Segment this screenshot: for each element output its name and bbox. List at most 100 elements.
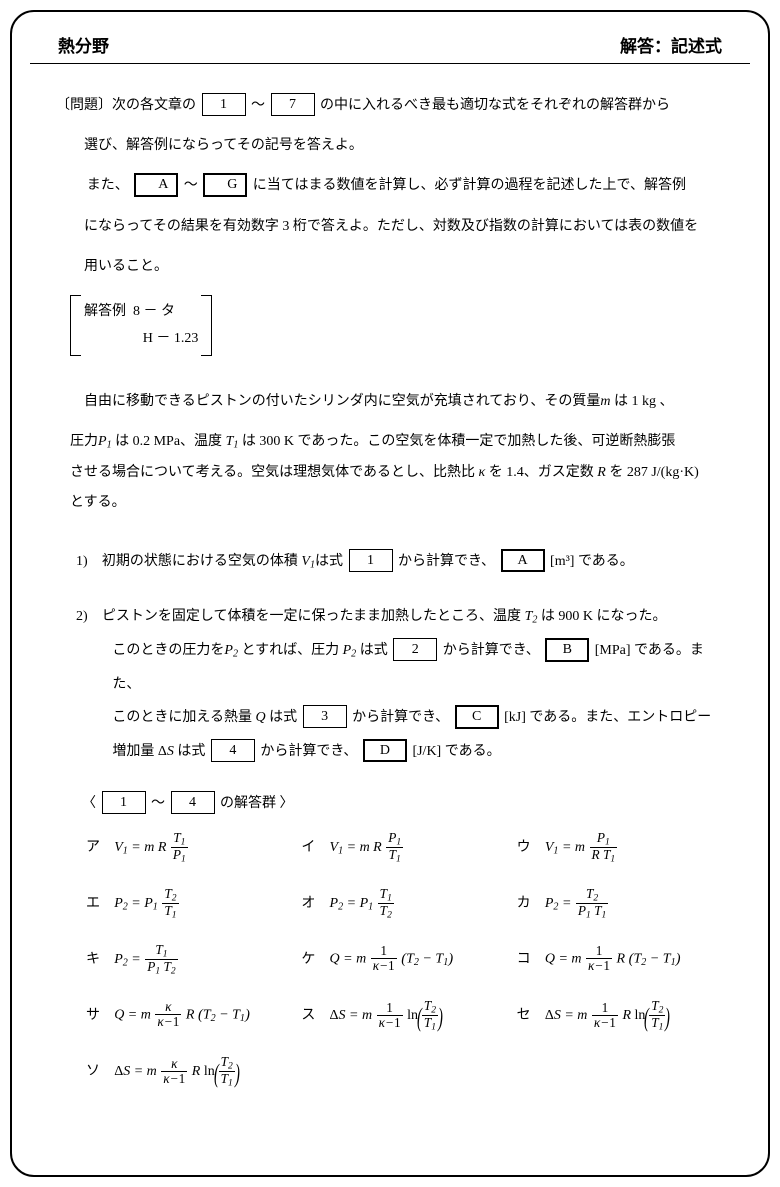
blank-box-G: G (203, 173, 247, 197)
text: は 0.2 MPa、温度 (112, 434, 226, 449)
text: にならってその結果を有効数字 3 桁で答えよ。ただし、対数及び指数の計算において… (84, 219, 698, 234)
example-value-1: 8 － タ (133, 304, 175, 319)
formula: ΔS = m 1κ−1 R ln(T2T1) (545, 999, 669, 1033)
choice-se: セ ΔS = m 1κ−1 R ln(T2T1) (517, 995, 724, 1037)
var-P2b: P2 (343, 643, 357, 658)
text: 選び、解答例にならってその記号を答えよ。 (84, 138, 363, 153)
blank-box-1: 1 (202, 93, 246, 116)
var-V1: V1 (301, 554, 315, 569)
formula: ΔS = m κκ−1 R ln(T2T1) (114, 1055, 238, 1089)
text: とする。 (70, 495, 126, 510)
blank-box: 2 (393, 638, 437, 661)
text: は 300 K であった。この空気を体積一定で加熱した後、可逆断熱膨張 (238, 434, 675, 449)
choice-group-header: 〈 1 〜 4 の解答群 〉 (82, 786, 724, 820)
text: [m³] である。 (550, 554, 634, 569)
bracket-open: 〈 (82, 794, 96, 810)
blank-box: 1 (349, 549, 393, 572)
text: は 900 K になった。 (537, 609, 666, 624)
formula: P2 = P1 T2T1 (114, 887, 179, 921)
choice-u: ウ V1 = m P1R T1 (517, 827, 724, 869)
text: は式 (174, 744, 206, 759)
text: は 1 kg 、 (610, 394, 673, 409)
choice-key: キ (86, 944, 104, 976)
q1-number: 1) (76, 545, 98, 579)
formula: V1 = m P1R T1 (545, 831, 618, 865)
text: は式 (315, 554, 343, 569)
example-label: 解答例 (84, 304, 126, 319)
choice-key: エ (86, 888, 104, 920)
var-Q: Q (255, 710, 265, 725)
choice-key: セ (517, 1000, 535, 1032)
tilde: 〜 (184, 178, 198, 193)
text: [J/K] である。 (412, 744, 500, 759)
text: また、 (87, 178, 129, 193)
var-P1: P1 (98, 434, 112, 449)
intro-line1: 〔問題〕次の各文章の 1 〜 7 の中に入れるべき最も適切な式をそれぞれの解答群… (56, 90, 724, 122)
formula: V1 = m R P1T1 (330, 831, 405, 865)
choice-key: コ (517, 944, 535, 976)
formula: P2 = P1 T1T2 (330, 887, 395, 921)
header-right: 解答：記述式 (620, 32, 722, 57)
choice-e: エ P2 = P1 T2T1 (86, 883, 293, 925)
blank-box-7: 7 (271, 93, 315, 116)
choice-su: ス ΔS = m 1κ−1 ln(T2T1) (301, 995, 508, 1037)
choice-key: オ (301, 888, 319, 920)
example-value-2: H － 1.23 (143, 331, 199, 346)
choice-key: カ (517, 888, 535, 920)
text: の中に入れるべき最も適切な式をそれぞれの解答群から (320, 98, 670, 113)
choice-ko: コ Q = m 1κ−1 R (T2 − T1) (517, 939, 724, 981)
example-row2: H － 1.23 (84, 326, 198, 353)
choice-grid: ア V1 = m R T1P1 イ V1 = m R P1T1 ウ V1 = m… (86, 827, 724, 1093)
formula: P2 = T1P1 T2 (114, 943, 178, 977)
text: から計算でき、 (398, 554, 495, 569)
var-T1: T1 (226, 434, 239, 449)
answer-box-C: C (455, 705, 499, 729)
choice-ke: ケ Q = m 1κ−1 (T2 − T1) (301, 939, 508, 981)
intro-line4: にならってその結果を有効数字 3 桁で答えよ。ただし、対数及び指数の計算において… (84, 211, 724, 243)
text: [kJ] である。また、エントロピー (504, 710, 711, 725)
header-left: 熱分野 (58, 32, 109, 57)
choice-ka: カ P2 = T2P1 T1 (517, 883, 724, 925)
var-T2: T2 (525, 609, 538, 624)
answer-box-D: D (363, 739, 407, 763)
text: このときに加える熱量 (112, 710, 255, 725)
intro-line3: また、 A 〜 G に当てはまる数値を計算し、必ず計算の過程を記述した上で、解答… (73, 170, 724, 202)
choice-key: ウ (517, 832, 535, 864)
var-S: S (167, 744, 174, 759)
choice-ki: キ P2 = T1P1 T2 (86, 939, 293, 981)
choice-so: ソ ΔS = m κκ−1 R ln(T2T1) (86, 1051, 293, 1093)
var-R: R (597, 465, 606, 480)
var-P2: P2 (224, 643, 238, 658)
blank-box: 4 (171, 791, 215, 814)
exam-page: 熱分野 解答：記述式 〔問題〕次の各文章の 1 〜 7 の中に入れるべき最も適切… (10, 10, 770, 1177)
choice-o: オ P2 = P1 T1T2 (301, 883, 508, 925)
text: 初期の状態における空気の体積 (102, 554, 302, 569)
formula: P2 = T2P1 T1 (545, 887, 609, 921)
body-para1: 自由に移動できるピストンの付いたシリンダ内に空気が充填されており、その質量m は… (70, 386, 724, 418)
text: を 1.4、ガス定数 (485, 465, 597, 480)
choice-key: ス (301, 1000, 319, 1032)
text: は式 (266, 710, 298, 725)
blank-box: 4 (211, 739, 255, 762)
q2-number: 2) (76, 600, 98, 634)
q2-line2: このときの圧力をP2 とすれば、圧力 P2 は式 2 から計算でき、 B [MP… (112, 634, 724, 701)
tilde: 〜 (251, 98, 265, 113)
text: は式 (356, 643, 388, 658)
text: ピストンを固定して体積を一定に保ったまま加熱したところ、温度 (102, 609, 525, 624)
choice-sa: サ Q = m κκ−1 R (T2 − T1) (86, 995, 293, 1037)
answer-box-B: B (545, 638, 589, 662)
text: 増加量 Δ (112, 744, 167, 759)
text: から計算でき、 (443, 643, 540, 658)
body-para3: させる場合について考える。空気は理想気体であるとし、比熱比 κ を 1.4、ガス… (70, 457, 724, 489)
text: 次の各文章の (112, 98, 196, 113)
choice-key: イ (301, 832, 319, 864)
intro-line2: 選び、解答例にならってその記号を答えよ。 (84, 130, 724, 162)
choice-a: ア V1 = m R T1P1 (86, 827, 293, 869)
example-row1: 解答例 8 － タ (84, 299, 198, 326)
body-para4: とする。 (70, 487, 724, 519)
tilde: 〜 (151, 796, 165, 811)
formula: Q = m 1κ−1 (T2 − T1) (330, 943, 454, 977)
blank-box-A: A (134, 173, 178, 197)
page-header: 熱分野 解答：記述式 (30, 22, 750, 64)
text: 用いること。 (84, 259, 168, 274)
